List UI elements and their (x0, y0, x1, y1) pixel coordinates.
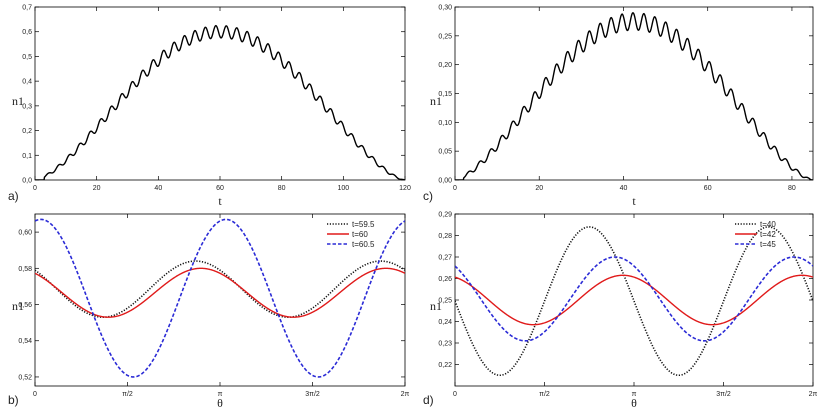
y-tick-label: 0,15 (438, 91, 452, 98)
legend-label: t=40 (760, 220, 776, 229)
panel-label: b) (8, 393, 19, 407)
y-tick-label: 0,29 (438, 212, 452, 219)
panel-a-chart: 0 20 40 60 80 100 120 0,0 0,1 0,2 0,3 0,4 0,5 0,6 0,7 t… (8, 5, 411, 209)
y-tick-label: 0,6 (22, 29, 32, 36)
x-tick-label: 3π/2 (716, 391, 731, 398)
x-tick-label: 0 (453, 185, 457, 192)
x-tick-label: 80 (278, 185, 286, 192)
y-tick-label: 0,10 (438, 120, 452, 127)
y-tick-label: 0,5 (22, 54, 32, 61)
y-tick-label: 0,30 (438, 5, 452, 12)
y-tick-label: 0,27 (438, 255, 452, 262)
panel-label: a) (8, 189, 19, 203)
legend-label: t=42 (760, 230, 776, 239)
series-line (455, 226, 813, 377)
legend-label: t=45 (760, 240, 776, 249)
plot-frame (454, 6, 814, 181)
y-tick-label: 0,23 (438, 341, 452, 348)
x-tick-label: 0 (33, 391, 37, 398)
panel-label: d) (423, 393, 434, 407)
y-tick-label: 0,24 (438, 319, 452, 326)
y-tick-label: 0,56 (18, 302, 32, 309)
panel-c-chart: 0 20 40 60 80 0,00 0,05 0,10 0,15 0,20 0,25 0,30 t n1… (423, 5, 814, 208)
x-tick-label: 40 (154, 185, 162, 192)
y-tick-label: 0,7 (22, 5, 32, 12)
panel-label: c) (423, 189, 433, 203)
series-group (35, 24, 405, 180)
legend: t=40t=42t=45 (735, 220, 776, 249)
y-tick-label: 0,22 (438, 362, 452, 369)
y-tick-label: 0,26 (438, 276, 452, 283)
series-line (455, 256, 813, 342)
y-tick-label: 0,52 (18, 374, 32, 381)
x-tick-label: 100 (337, 185, 349, 192)
plot-frame (34, 213, 406, 387)
legend-label: t=60.5 (352, 240, 375, 249)
x-axis-label: t (218, 194, 222, 208)
series-line (35, 260, 405, 318)
legend-label: t=59.5 (352, 220, 375, 229)
series-line (35, 267, 405, 318)
series-line (455, 274, 813, 326)
series-group (455, 226, 813, 377)
y-axis-label: n1 (430, 299, 442, 313)
legend: t=59.5t=60t=60.5 (327, 220, 375, 249)
y-tick-label: 0,00 (438, 178, 452, 185)
y-tick-label: 0,3 (22, 103, 32, 110)
y-tick-label: 0,25 (438, 298, 452, 305)
y-tick-label: 0,28 (438, 233, 452, 240)
x-tick-label: 2π (401, 391, 410, 398)
x-tick-label: 3π/2 (305, 391, 320, 398)
y-tick-label: 0,1 (22, 153, 32, 160)
x-tick-label: 80 (788, 185, 796, 192)
series-line (455, 12, 813, 180)
y-axis-label: n1 (12, 94, 24, 108)
x-tick-label: 0 (453, 391, 457, 398)
x-tick-label: π/2 (122, 391, 133, 398)
y-tick-label: 0,58 (18, 266, 32, 273)
y-tick-label: 0,60 (18, 230, 32, 237)
x-tick-label: 40 (620, 185, 628, 192)
series-group (35, 218, 405, 378)
y-tick-label: 0,20 (438, 62, 452, 69)
x-axis-label: θ (217, 396, 223, 410)
x-tick-label: 2π (809, 391, 818, 398)
series-line (35, 24, 405, 180)
x-axis-label: t (632, 194, 636, 208)
x-axis-label: θ (631, 396, 637, 410)
x-tick-label: 20 (535, 185, 543, 192)
y-tick-label: 0,05 (438, 149, 452, 156)
y-tick-label: 0,4 (22, 79, 32, 86)
y-tick-label: 0,2 (22, 128, 32, 135)
legend-label: t=60 (352, 230, 368, 239)
x-tick-label: 0 (33, 185, 37, 192)
series-group (455, 12, 813, 180)
series-line (35, 218, 405, 378)
y-axis-label: n1 (430, 94, 442, 108)
x-tick-label: 120 (399, 185, 411, 192)
y-tick-label: 0,54 (18, 338, 32, 345)
y-axis-label: n1 (12, 299, 24, 313)
x-tick-label: 60 (216, 185, 224, 192)
panel-b-chart: 0 π/2 π 3π/2 2π 0,52 0,54 0,56 0,58 0,60 θ n1 b) t=59… (8, 213, 410, 410)
x-tick-label: 60 (704, 185, 712, 192)
x-tick-label: π (218, 391, 223, 398)
panel-d-chart: 0 π/2 π 3π/2 2π 0,22 0,23 0,24 0,25 0,26 0,27 0,28 0… (423, 212, 818, 410)
x-tick-label: π/2 (539, 391, 550, 398)
y-tick-label: 0,25 (438, 33, 452, 40)
x-tick-label: 20 (93, 185, 101, 192)
plot-frame (34, 6, 406, 181)
x-tick-label: π (632, 391, 637, 398)
y-tick-label: 0,0 (22, 178, 32, 185)
